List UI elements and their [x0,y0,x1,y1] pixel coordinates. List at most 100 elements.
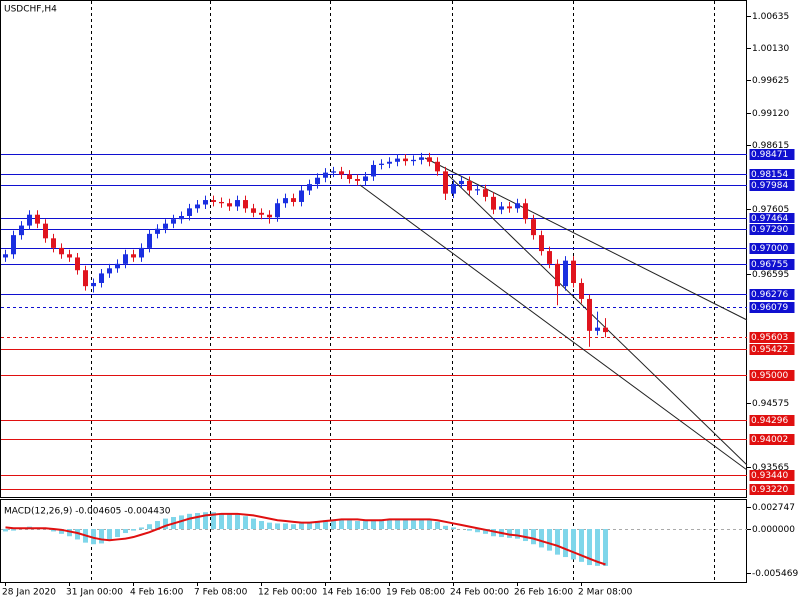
candle-body [203,200,208,205]
macd-bar [51,529,56,532]
candle-body [27,214,32,226]
level-tag-box [748,179,796,192]
candle-body [291,198,296,202]
x-tick-label: 19 Feb 08:00 [386,588,445,598]
macd-bar [571,529,576,560]
macd-bar [579,529,584,562]
macd-bar [219,513,224,530]
macd-bar [483,529,488,534]
level-label: 0.96079 [751,303,788,313]
level-label: 0.97290 [751,225,788,235]
x-tick-label: 28 Jan 2020 [2,588,56,598]
candle-body [259,212,264,215]
candle-body [387,161,392,164]
macd-bar [379,519,384,530]
macd-bar [291,524,296,530]
candle-body [339,171,344,175]
macd-bar [275,523,280,530]
macd-bar [451,527,456,530]
macd-bar [307,522,312,530]
candle-body [163,223,168,229]
macd-bar [259,521,264,530]
level-tag-box [748,242,796,255]
candle-body [51,238,56,248]
candle-body [363,176,368,181]
macd-bar [347,520,352,530]
candle-body [571,260,576,283]
candle-body [123,254,128,264]
macd-bar [75,529,80,540]
macd-bar [283,523,288,530]
candle-body [507,206,512,209]
level-tag: 0.97290 [748,223,796,236]
candle-body [275,203,280,218]
candle-body [435,161,440,172]
level-tag-box [748,301,796,314]
candle-body [19,225,24,236]
candle-body [331,171,336,173]
macd-bar [227,513,232,530]
candle-body [323,172,328,178]
macd-bar [59,529,64,534]
macd-bar [355,521,360,530]
macd-bar [491,529,496,537]
candle-body [427,157,432,162]
candle-body [107,268,112,274]
macd-bar [211,512,216,530]
level-tag: 0.95603 [748,331,796,344]
level-tag-box [748,148,796,161]
macd-panel [0,499,747,583]
candle-body [371,164,376,177]
candle-body [603,327,608,333]
candle-body [211,200,216,202]
level-tag-box [748,483,796,496]
signal-line [5,512,606,566]
macd-bar [91,529,96,545]
macd-bar [243,516,248,530]
candle-body [491,196,496,210]
level-tag: 0.95422 [748,343,796,356]
candle-body [219,201,224,204]
y-tick-label: 0.99625 [752,76,789,86]
level-tag: 0.94002 [748,433,796,446]
trend-line [444,171,748,466]
macd-bar [315,521,320,530]
macd-bar [507,529,512,538]
candle-body [11,235,16,255]
level-tag: 0.98154 [748,168,796,181]
macd-bar [331,519,336,530]
candle-body [595,327,600,331]
level-tag: 0.98471 [748,148,796,161]
candle-body [443,171,448,194]
level-tag: 0.96079 [748,301,796,314]
level-tag-box [748,343,796,356]
macd-bar [339,519,344,530]
candle-body [67,254,72,258]
macd-bar [555,529,560,555]
candle-body [227,203,232,207]
candle-body [459,180,464,185]
macd-bar [251,518,256,530]
candle-body [563,260,568,287]
macd-bar [515,529,520,539]
level-label: 0.98471 [751,150,788,160]
level-tag: 0.95000 [748,369,796,382]
y-tick-label: 0.99120 [752,109,789,119]
level-label: 0.93440 [751,471,788,481]
level-tag: 0.96755 [748,258,796,271]
x-tick-label: 2 Mar 08:00 [578,588,633,598]
candle-body [299,190,304,202]
level-tag: 0.96276 [748,288,796,301]
y-tick-label: 0.94575 [752,399,789,409]
level-label: 0.93220 [751,485,788,495]
macd-bar [179,515,184,530]
candle-body [403,158,408,162]
macd-bar [587,529,592,566]
level-label: 0.97464 [751,214,788,224]
candles [3,152,608,347]
candle-body [171,219,176,224]
macd-bar [539,529,544,548]
macd-bar [435,521,440,530]
level-tag: 0.94296 [748,414,796,427]
